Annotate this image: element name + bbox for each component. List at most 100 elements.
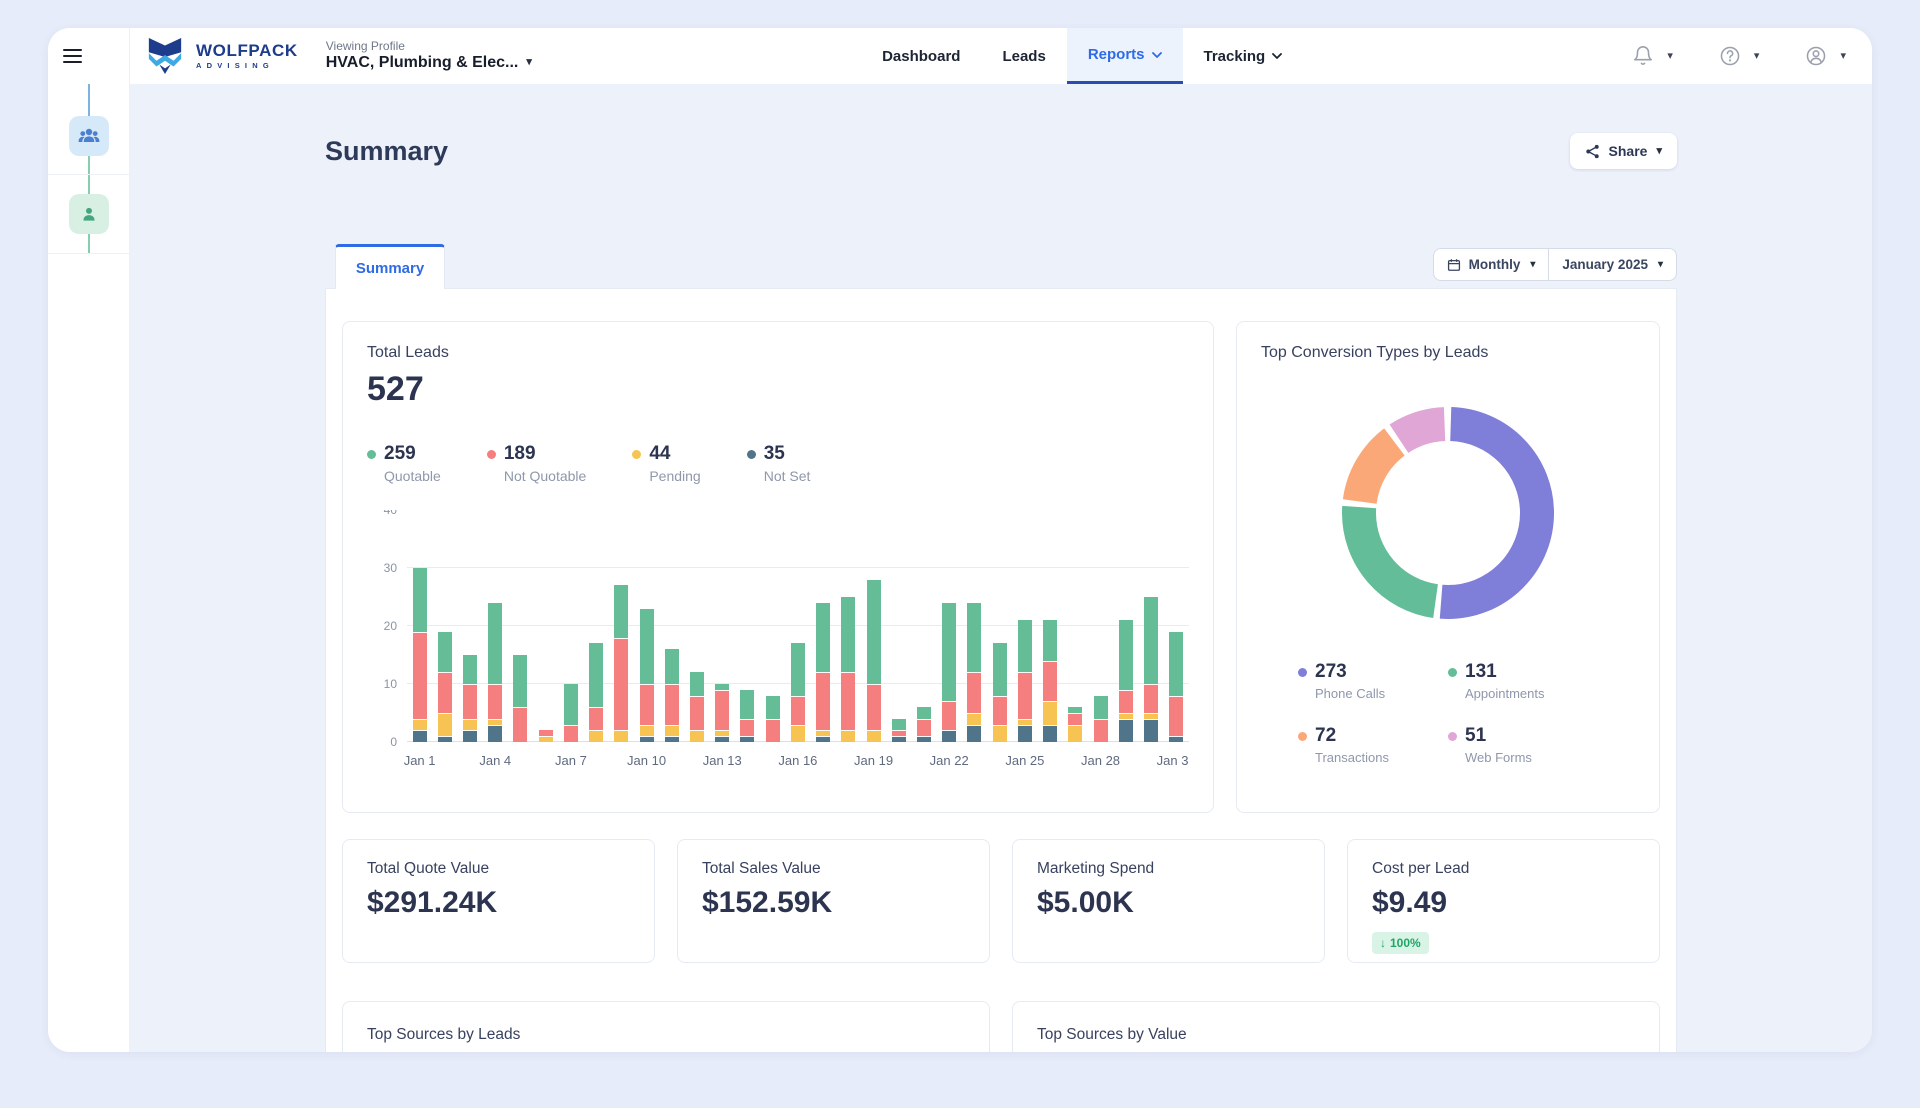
bar-jan-20	[886, 510, 911, 742]
bar-segment-pending	[463, 718, 478, 731]
total-leads-yaxis: 0 10 20 30 40	[367, 510, 397, 749]
date-range-controls: Monthly ▾ January 2025 ▾	[1432, 248, 1677, 281]
brand-logo: WOLFPACK ADVISING	[144, 28, 298, 84]
bar-segment-not-set	[639, 736, 654, 742]
bar-jan-10: Jan 10	[627, 510, 666, 768]
legend-value: 131	[1465, 661, 1497, 682]
bar-segment-not-set	[1017, 724, 1032, 742]
stat-label: Total Sales Value	[702, 860, 821, 877]
bar-segment-quotable	[639, 608, 654, 685]
bar-segment-not-set	[664, 736, 679, 742]
help-button[interactable]: ▾	[1719, 45, 1759, 67]
nav-label: Dashboard	[882, 47, 961, 65]
bar-jan-2	[432, 510, 457, 742]
bar-segment-quotable	[992, 643, 1007, 696]
viewing-profile-dropdown[interactable]: Viewing Profile HVAC, Plumbing & Elec...…	[326, 28, 532, 84]
bar-segment-quotable	[1093, 695, 1108, 719]
bar-segment-not-quotable	[1118, 689, 1133, 714]
stat-label: Total Quote Value	[367, 860, 490, 877]
legend-label: Pending	[649, 468, 701, 484]
bar-jan-26	[1037, 510, 1062, 742]
bar-segment-quotable	[690, 672, 705, 696]
legend-item-quotable: 259 Quotable	[367, 443, 441, 484]
y-axis-label: 10	[383, 677, 397, 691]
app-window: WOLFPACK ADVISING Viewing Profile HVAC, …	[48, 28, 1872, 1052]
bar-segment-not-quotable	[1093, 718, 1108, 742]
bar-jan-29	[1113, 510, 1138, 742]
bar-segment-pending	[715, 730, 730, 737]
bar-segment-not-set	[1169, 736, 1184, 742]
bar-segment-quotable	[614, 585, 629, 638]
x-axis-label: Jan 28	[1080, 753, 1121, 768]
top-bar: WOLFPACK ADVISING Viewing Profile HVAC, …	[48, 28, 1872, 84]
main-area: Summary Share ▾ S	[130, 84, 1872, 1052]
bar-segment-pending	[614, 730, 629, 742]
bar-segment-pending	[967, 713, 982, 725]
bar-segment-not-quotable	[765, 718, 780, 742]
bar-segment-not-set	[488, 724, 503, 742]
period-dropdown[interactable]: Monthly ▾	[1432, 248, 1549, 281]
brand-name: WOLFPACK	[196, 41, 298, 61]
sources-title: Top Sources by Leads	[367, 1026, 521, 1043]
tab-summary[interactable]: Summary	[335, 244, 445, 289]
bar-segment-pending	[992, 724, 1007, 742]
sidebar-item-profile[interactable]	[69, 194, 109, 234]
trend-badge: ↓ 100%	[1372, 932, 1429, 954]
stat-value: $5.00K	[1037, 886, 1134, 919]
conversion-types-card: Top Conversion Types by Leads 273 Phone …	[1236, 321, 1660, 813]
bar-segment-not-quotable	[1143, 684, 1158, 714]
bar-segment-quotable	[891, 718, 906, 731]
share-button[interactable]: Share ▾	[1569, 133, 1677, 169]
stat-value: $9.49	[1372, 886, 1448, 919]
bar-segment-quotable	[967, 602, 982, 673]
bell-icon	[1632, 45, 1654, 67]
bar-segment-not-quotable	[715, 689, 730, 731]
caret-down-icon: ▾	[1657, 258, 1663, 270]
x-axis-label: Jan 16	[778, 753, 818, 768]
nav-item-dashboard[interactable]: Dashboard	[861, 28, 981, 84]
nav-item-reports[interactable]: Reports	[1066, 28, 1183, 84]
bar-jan-9	[609, 510, 634, 742]
y-axis-label: 30	[383, 561, 397, 575]
x-axis-label: Jan 1	[403, 753, 436, 768]
legend-item-appointments: 131 Appointments	[1448, 661, 1598, 701]
bar-segment-not-quotable	[463, 684, 478, 719]
main-nav: Dashboard Leads Reports Tracking	[861, 28, 1303, 84]
top-sources-by-leads-card: Top Sources by Leads	[342, 1001, 990, 1052]
account-button[interactable]: ▾	[1805, 45, 1846, 67]
bar-segment-pending	[589, 730, 604, 742]
sidebar	[48, 84, 130, 1052]
bar-segment-not-quotable	[1068, 713, 1083, 725]
bar-segment-quotable	[765, 695, 780, 719]
x-axis-label: Jan 13	[702, 753, 742, 768]
tab-label: Summary	[355, 259, 425, 277]
nav-item-leads[interactable]: Leads	[981, 28, 1066, 84]
bar-segment-not-set	[816, 736, 831, 742]
bar-jan-13: Jan 13	[703, 510, 742, 768]
bar-segment-not-set	[1043, 724, 1058, 742]
month-dropdown[interactable]: January 2025 ▾	[1548, 248, 1677, 281]
bar-segment-not-quotable	[538, 730, 553, 737]
legend-dot	[632, 449, 642, 459]
y-axis-label: 0	[390, 735, 397, 749]
bar-segment-pending	[664, 724, 679, 737]
bar-segment-quotable	[1169, 631, 1184, 696]
viewing-profile-label: Viewing Profile	[325, 38, 405, 53]
notifications-button[interactable]: ▾	[1632, 45, 1673, 67]
bar-jan-8	[584, 510, 609, 742]
conversion-types-legend: 273 Phone Calls 131 Appointments 72 Tran…	[1298, 661, 1598, 765]
sidebar-item-audiences[interactable]	[69, 116, 109, 156]
legend-label: Web Forms	[1465, 750, 1532, 765]
bar-segment-not-quotable	[412, 631, 427, 719]
bar-segment-not-quotable	[1017, 672, 1032, 719]
donut-slice-appointments	[1342, 407, 1554, 619]
legend-item-transactions: 72 Transactions	[1298, 725, 1448, 765]
x-axis-label: Jan 25	[1005, 753, 1045, 768]
hamburger-button[interactable]	[48, 28, 130, 84]
bar-jan-15	[760, 510, 785, 742]
bar-jan-1: Jan 1	[404, 510, 436, 768]
legend-dot	[746, 449, 756, 459]
nav-item-tracking[interactable]: Tracking	[1183, 28, 1304, 84]
bar-segment-not-quotable	[589, 707, 604, 731]
bar-segment-quotable	[790, 643, 805, 696]
